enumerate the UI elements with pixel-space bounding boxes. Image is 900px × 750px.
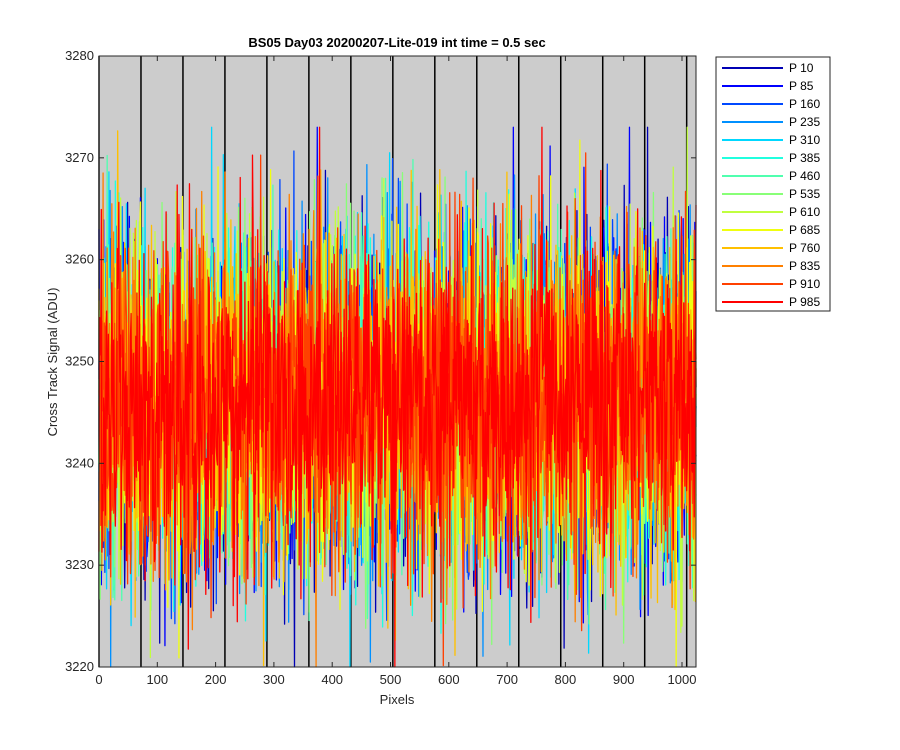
legend-label: P 460 [789,169,820,183]
legend-label: P 535 [789,187,820,201]
x-tick-label: 200 [205,672,227,687]
x-tick-label: 100 [146,672,168,687]
legend-label: P 385 [789,151,820,165]
legend-label: P 685 [789,223,820,237]
y-axis-label: Cross Track Signal (ADU) [45,288,60,437]
legend-label: P 160 [789,97,820,111]
x-axis-label: Pixels [380,692,415,707]
legend-label: P 310 [789,133,820,147]
legend-box [715,56,831,312]
x-tick-label: 700 [496,672,518,687]
legend: P 10 P 85 P 160 P 235 P 310 P 385 P 460 P 535 P … [715,56,831,312]
legend-label: P 985 [789,295,820,309]
legend-label: P 910 [789,277,820,291]
y-tick-label: 3280 [65,48,94,63]
legend-label: P 610 [789,205,820,219]
y-tick-label: 3240 [65,455,94,470]
x-tick-label: 400 [321,672,343,687]
x-tick-label: 300 [263,672,285,687]
y-tick-label: 3230 [65,557,94,572]
x-tick-label: 900 [613,672,635,687]
series-line-p985 [98,126,697,668]
x-tick-label: 800 [555,672,577,687]
y-tick-label: 3270 [65,150,94,165]
legend-label: P 835 [789,259,820,273]
x-axis: 0 100 200 300 400 500 600 700 800 900 1000 [95,56,696,687]
legend-label: P 85 [789,79,814,93]
legend-label: P 10 [789,61,814,75]
x-tick-label: 1000 [668,672,697,687]
y-tick-label: 3220 [65,659,94,674]
chart-title: BS05 Day03 20200207-Lite-019 int time = … [248,35,545,50]
x-tick-label: 0 [95,672,102,687]
y-tick-label: 3250 [65,354,94,369]
legend-label: P 235 [789,115,820,129]
x-tick-label: 600 [438,672,460,687]
y-axis: 3220 3230 3240 3250 3260 3270 3280 [65,48,696,674]
y-tick-label: 3260 [65,252,94,267]
series-lines [98,126,697,668]
x-tick-label: 500 [380,672,402,687]
legend-label: P 760 [789,241,820,255]
